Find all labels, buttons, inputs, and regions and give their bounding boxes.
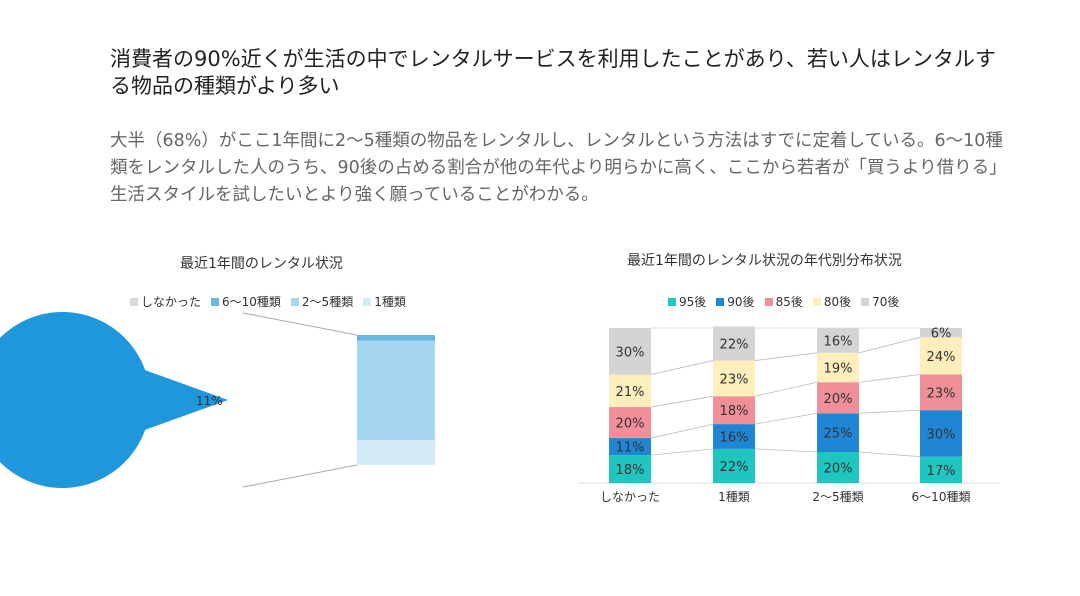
- bar-segment: [609, 328, 651, 375]
- legend-label: 90後: [727, 295, 755, 309]
- x-tick-label: 1種類: [718, 490, 750, 504]
- series-connector-line: [650, 360, 714, 375]
- bar-segment: [817, 352, 859, 383]
- pie-data-label: 11%: [196, 394, 223, 408]
- bar-data-label: 20%: [824, 462, 853, 477]
- bar-segment: [713, 326, 755, 361]
- connector-line: [242, 464, 358, 488]
- series-connector-line: [858, 409, 921, 414]
- breakdown-segment: [357, 340, 435, 441]
- bar-data-label: 21%: [616, 385, 645, 400]
- bar-data-label: 30%: [616, 345, 645, 360]
- breakdown-segment: [357, 440, 435, 465]
- bar-segment: [920, 456, 962, 483]
- series-connector-line: [650, 423, 714, 439]
- bar-data-label: 20%: [824, 392, 853, 407]
- bar-data-label: 16%: [824, 334, 853, 349]
- bar-segment: [920, 328, 962, 338]
- bar-data-label: 18%: [616, 463, 645, 478]
- legend-item: 95後: [668, 293, 706, 310]
- bar-data-label: 19%: [824, 362, 853, 377]
- bar-segment: [713, 360, 755, 397]
- bar-segment: [817, 452, 859, 483]
- bar-data-label: 23%: [927, 386, 956, 401]
- legend-swatch: [861, 298, 870, 306]
- series-connector-line: [650, 448, 714, 456]
- bar-segment: [609, 438, 651, 456]
- legend-label: 1種類: [374, 295, 406, 309]
- bar-data-label: 6%: [931, 327, 952, 342]
- bar-data-label: 23%: [720, 372, 749, 387]
- bar-segment: [609, 374, 651, 408]
- legend-label: しなかった: [141, 295, 202, 309]
- legend-label: 70後: [872, 295, 900, 309]
- bar-chart-title: 最近1年間のレンタル状況の年代別分布状況: [627, 253, 902, 269]
- legend-item: しなかった: [130, 293, 201, 310]
- pie-chart-title: 最近1年間のレンタル状況: [180, 256, 343, 272]
- legend-swatch: [211, 298, 220, 306]
- breakdown-segment: [357, 335, 435, 341]
- bar-segment: [609, 407, 651, 439]
- legend-item: 1種類: [363, 293, 406, 310]
- legend-swatch: [764, 298, 773, 306]
- bar-segment: [609, 455, 651, 483]
- legend-item: 6〜10種類: [211, 293, 281, 310]
- legend-label: 2〜5種類: [301, 295, 354, 309]
- legend-item: 90後: [716, 293, 755, 310]
- bar-data-label: 30%: [927, 427, 956, 442]
- bar-data-label: 20%: [616, 417, 645, 432]
- legend-swatch: [716, 298, 725, 306]
- connector-line: [242, 312, 358, 336]
- bar-segment: [920, 410, 962, 457]
- bar-data-label: 22%: [720, 460, 749, 475]
- legend-label: 6〜10種類: [222, 295, 281, 309]
- legend-item: 70後: [861, 293, 899, 310]
- legend-label: 80後: [823, 295, 852, 309]
- bar-segment: [713, 448, 755, 483]
- series-connector-line: [754, 381, 818, 397]
- bar-segment: [713, 396, 755, 425]
- bar-data-label: 17%: [927, 464, 956, 479]
- legend-swatch: [668, 298, 676, 306]
- pie-legend: しなかった 6〜10種類 2〜5種類 1種類: [130, 293, 406, 310]
- bar-segment: [920, 374, 962, 411]
- legend-label: 95後: [679, 295, 707, 309]
- series-connector-line: [650, 395, 714, 408]
- bar-segment: [713, 424, 755, 449]
- series-connector-line: [754, 352, 818, 361]
- legend-swatch: [363, 298, 372, 306]
- legend-swatch: [812, 298, 821, 306]
- bar-data-label: 11%: [616, 441, 645, 456]
- bar-segment: [920, 337, 962, 375]
- legend-label: 85後: [775, 295, 803, 309]
- legend-item: 85後: [764, 293, 803, 310]
- legend-item: 80後: [812, 293, 852, 310]
- bar-segment: [817, 328, 859, 353]
- bar-data-label: 24%: [927, 350, 956, 365]
- legend-item: 2〜5種類: [290, 293, 354, 310]
- series-connector-line: [754, 448, 818, 453]
- bar-data-label: 16%: [720, 431, 749, 446]
- bar-data-label: 18%: [720, 404, 749, 419]
- series-connector-line: [858, 336, 921, 354]
- x-tick-label: 6〜10種類: [912, 490, 971, 504]
- legend-swatch: [290, 298, 299, 306]
- pie-slice-rented: [0, 312, 228, 488]
- bar-legend: 95後 90後 85後 80後 70後: [668, 293, 899, 310]
- slide-body: 大半（68%）がここ1年間に2〜5種類の物品をレンタルし、レンタルという方法はす…: [110, 131, 1007, 205]
- series-connector-line: [754, 412, 818, 425]
- slide-title: 消費者の90%近くが生活の中でレンタルサービスを利用したことがあり、若い人はレン…: [110, 47, 996, 98]
- bar-data-label: 22%: [720, 338, 749, 353]
- x-tick-label: 2〜5種類: [812, 490, 863, 504]
- series-connector-line: [858, 374, 921, 383]
- bar-data-label: 25%: [824, 427, 853, 442]
- bar-segment: [817, 382, 859, 414]
- series-connector-line: [858, 451, 921, 458]
- bar-segment: [817, 413, 859, 452]
- legend-swatch: [130, 298, 138, 306]
- x-tick-label: しなかった: [600, 490, 660, 504]
